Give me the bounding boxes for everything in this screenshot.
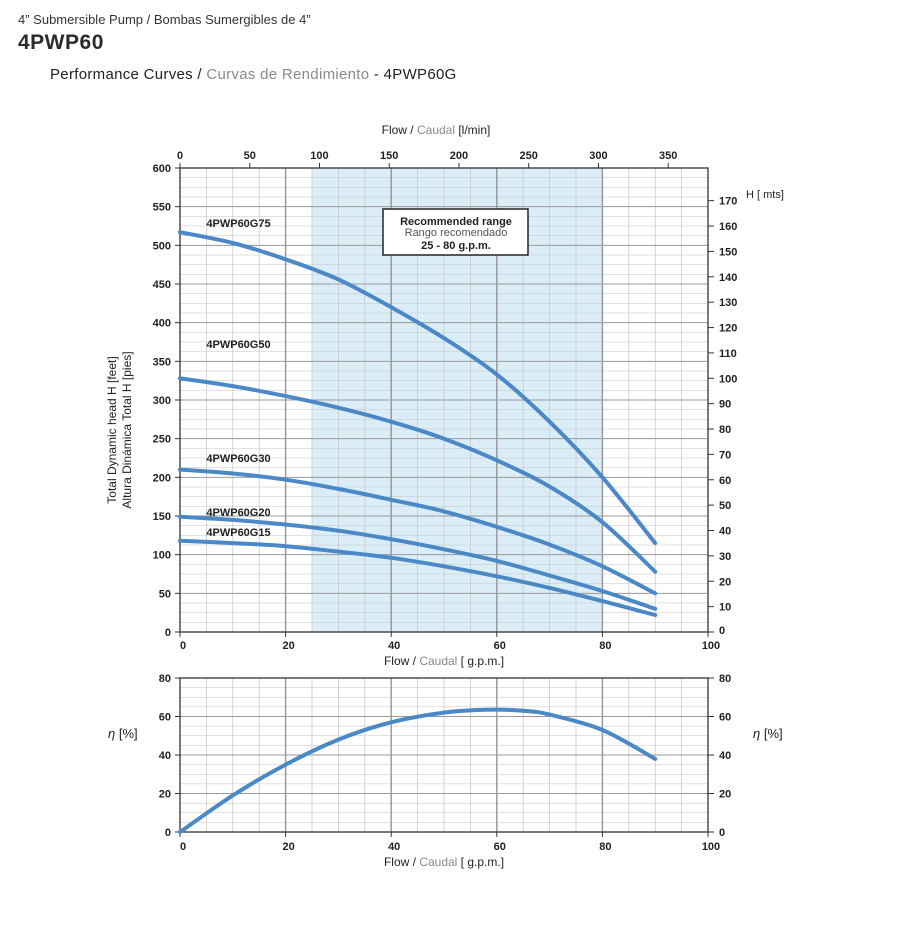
top-axis-tick-label: 0 — [177, 150, 183, 162]
eff-y-left-tick-label: 60 — [159, 712, 171, 724]
top-axis-tick-label: 250 — [520, 150, 538, 162]
recommended-range-value: 25 - 80 g.p.m. — [421, 240, 491, 252]
y-left-axis-title-es: Altura Dinámica Total H [pies] — [120, 351, 134, 508]
y-right-tick-label: 90 — [719, 399, 731, 411]
y-right-tick-label: 80 — [719, 424, 731, 436]
y-left-tick-label: 550 — [153, 202, 171, 214]
section-title-model: - 4PWP60G — [369, 66, 457, 83]
top-axis-tick-label: 350 — [659, 150, 677, 162]
y-left-tick-label: 400 — [153, 318, 171, 330]
x-tick-label: 60 — [494, 640, 506, 652]
y-right-tick-label: 130 — [719, 297, 737, 309]
y-left-axis-title-en: Total Dynamic head H [feet] — [105, 356, 119, 503]
y-left-tick-label: 350 — [153, 356, 171, 368]
eff-y-right-tick-label: 60 — [719, 712, 731, 724]
y-left-tick-label: 100 — [153, 550, 171, 562]
y-left-tick-label: 200 — [153, 472, 171, 484]
y-right-tick-label: 160 — [719, 221, 737, 233]
eff-y-right-tick-label: 0 — [719, 827, 725, 839]
curve-4pwp60g50 — [178, 376, 658, 574]
y-right-tick-label: 110 — [719, 348, 737, 360]
page-subtitle: 4” Submersible Pump / Bombas Sumergibles… — [18, 12, 311, 27]
x-axis-title: Flow / Caudal [ g.p.m.] — [384, 654, 504, 668]
top-axis-tick-label: 50 — [244, 150, 256, 162]
curve-4pwp60g30 — [178, 467, 658, 596]
y-left-tick-label: 50 — [159, 588, 171, 600]
eff-x-tick-label: 40 — [388, 841, 400, 853]
recommended-range-box — [382, 208, 529, 256]
series-label: 4PWP60G20 — [206, 507, 270, 519]
top-axis-tick-label: 150 — [380, 150, 398, 162]
series-label: 4PWP60G50 — [206, 339, 270, 351]
eff-y-right-tick-label: 20 — [719, 789, 731, 801]
x-tick-label: 40 — [388, 640, 400, 652]
section-title-en: Performance Curves / — [50, 66, 207, 83]
y-right-axis-label: H [ mts] — [746, 189, 784, 201]
section-title: Performance Curves / Curvas de Rendimien… — [50, 66, 457, 83]
eff-y-left-tick-label: 0 — [165, 827, 171, 839]
y-right-tick-label: 30 — [719, 551, 731, 563]
y-right-tick-label: 150 — [719, 246, 737, 258]
y-left-tick-label: 0 — [165, 627, 171, 639]
eff-y-left-axis-title: η [%] — [108, 726, 138, 741]
curve-4pwp60g75 — [178, 230, 658, 546]
eff-x-tick-label: 80 — [599, 841, 611, 853]
top-axis-tick-label: 300 — [589, 150, 607, 162]
series-label: 4PWP60G75 — [206, 218, 270, 230]
curve-4pwp60g20 — [178, 514, 658, 611]
eff-y-left-tick-label: 40 — [159, 750, 171, 762]
y-left-tick-label: 250 — [153, 434, 171, 446]
eff-y-right-tick-label: 40 — [719, 750, 731, 762]
y-right-tick-label: 10 — [719, 602, 731, 614]
curve-4pwp60g15 — [178, 538, 658, 617]
eff-y-left-tick-label: 20 — [159, 789, 171, 801]
eff-x-tick-label: 60 — [494, 841, 506, 853]
y-right-tick-label: 140 — [719, 272, 737, 284]
efficiency-curve — [178, 707, 658, 834]
y-left-tick-label: 600 — [153, 163, 171, 175]
series-label: 4PWP60G15 — [206, 527, 270, 539]
eff-x-tick-label: 20 — [282, 841, 294, 853]
y-right-tick-label: 170 — [719, 196, 737, 208]
eff-y-left-tick-label: 80 — [159, 673, 171, 685]
eff-y-right-axis-title: η [%] — [753, 726, 783, 741]
eff-x-tick-label: 100 — [702, 841, 720, 853]
x-tick-label: 0 — [180, 640, 186, 652]
recommended-range-subtitle: Rango recomendado — [405, 227, 508, 239]
eff-y-right-tick-label: 80 — [719, 673, 731, 685]
y-right-tick-label: 20 — [719, 576, 731, 588]
page-title: 4PWP60 — [18, 31, 104, 54]
y-right-tick-label: 0 — [719, 625, 725, 637]
x-tick-label: 20 — [282, 640, 294, 652]
y-right-tick-label: 40 — [719, 526, 731, 538]
y-right-tick-label: 120 — [719, 323, 737, 335]
y-left-tick-label: 500 — [153, 240, 171, 252]
y-left-tick-label: 450 — [153, 279, 171, 291]
series-label: 4PWP60G30 — [206, 453, 270, 465]
top-axis-tick-label: 200 — [450, 150, 468, 162]
y-right-tick-label: 60 — [719, 475, 731, 487]
y-right-tick-label: 50 — [719, 500, 731, 512]
y-left-tick-label: 150 — [153, 511, 171, 523]
eff-x-axis-title: Flow / Caudal [ g.p.m.] — [384, 855, 504, 869]
recommended-range-title: Recommended range — [400, 216, 512, 228]
x-tick-label: 80 — [599, 640, 611, 652]
x-tick-label: 100 — [702, 640, 720, 652]
section-title-es: Curvas de Rendimiento — [206, 66, 370, 83]
y-right-tick-label: 70 — [719, 449, 731, 461]
eff-x-tick-label: 0 — [180, 841, 186, 853]
y-left-tick-label: 300 — [153, 395, 171, 407]
top-axis-title: Flow / Caudal [l/min] — [382, 123, 491, 137]
top-axis-tick-label: 100 — [310, 150, 328, 162]
y-right-tick-label: 100 — [719, 373, 737, 385]
